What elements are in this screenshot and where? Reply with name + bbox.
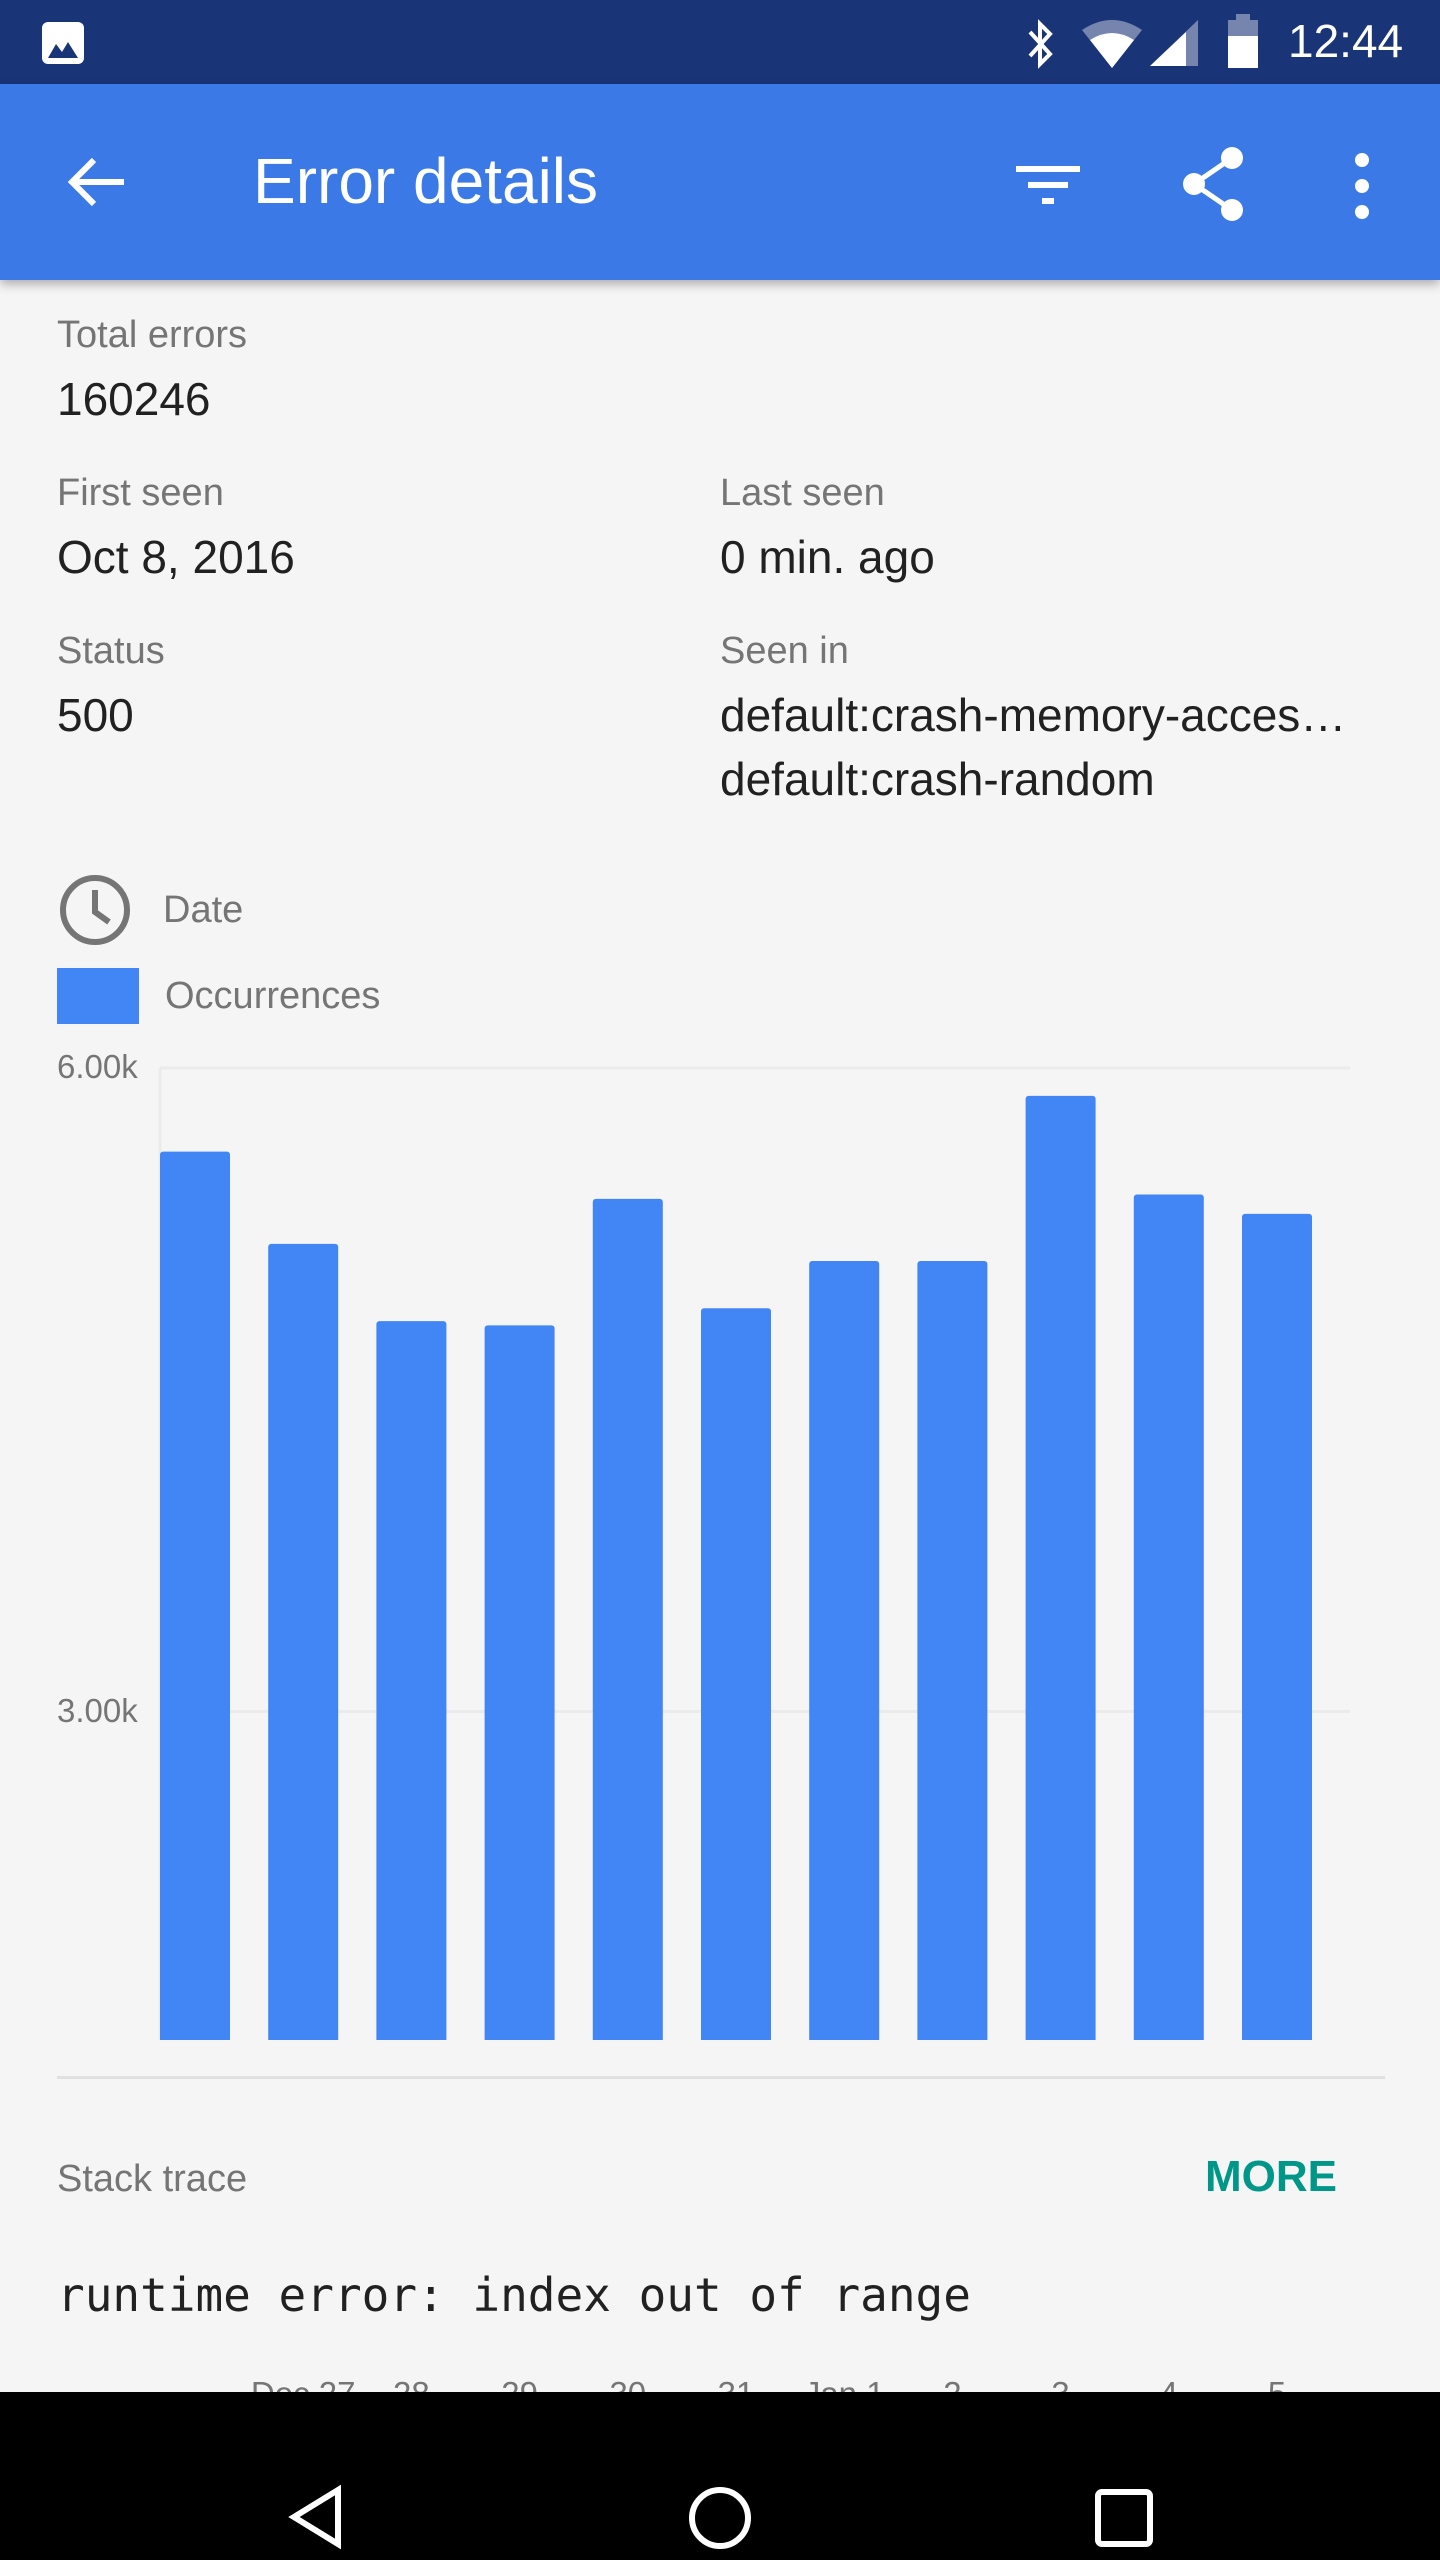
first-seen-value: Oct 8, 2016 (57, 531, 295, 583)
y-tick-label: 6.00k (57, 1048, 138, 1085)
bar (592, 1198, 663, 2040)
clock: 12:44 (1288, 15, 1404, 67)
page-title: Error details (253, 145, 598, 217)
seen-in-value: default:crash-random (720, 753, 1155, 805)
home-nav-icon[interactable] (686, 2484, 754, 2552)
stack-trace-text: runtime error: index out of range (57, 2268, 971, 2322)
clock-icon (60, 875, 130, 945)
bar (160, 1151, 230, 2040)
navigation-bar (0, 2392, 1440, 2560)
total-errors-label: Total errors (57, 314, 248, 356)
bar (809, 1261, 880, 2040)
bar (484, 1325, 555, 2040)
bar (268, 1243, 339, 2040)
total-errors-value: 160246 (57, 373, 211, 425)
filter-icon[interactable] (1012, 160, 1084, 210)
legend-swatch (57, 968, 139, 1024)
y-tick-label: 3.00k (57, 1691, 138, 1729)
image-icon (42, 22, 84, 64)
last-seen-value: 0 min. ago (720, 531, 935, 583)
bluetooth-icon (1028, 19, 1053, 69)
divider (57, 2076, 1385, 2079)
more-vert-icon[interactable] (1350, 150, 1374, 224)
recents-nav-icon[interactable] (1094, 2488, 1154, 2548)
app-bar: Error details (0, 84, 1440, 280)
wifi-icon (1082, 20, 1142, 68)
date-selector[interactable]: Date (57, 872, 243, 948)
bar (376, 1321, 447, 2040)
bar (917, 1261, 988, 2040)
share-icon[interactable] (1180, 144, 1252, 224)
bar (1242, 1213, 1312, 2040)
seen-in-label: Seen in (720, 630, 849, 672)
battery-icon (1228, 14, 1258, 68)
legend-label: Occurrences (165, 974, 381, 1017)
chart-plot (158, 1066, 1350, 2040)
back-arrow-icon[interactable] (64, 154, 128, 210)
status-bar: 12:44 (0, 0, 1440, 84)
date-label: Date (163, 888, 244, 931)
last-seen-label: Last seen (720, 472, 885, 514)
bar (701, 1308, 771, 2040)
back-nav-icon[interactable] (286, 2484, 346, 2550)
status-label: Status (57, 630, 165, 672)
seen-in-value: default:crash-memory-acces… (720, 689, 1347, 741)
bar (1025, 1095, 1096, 2040)
stack-trace-label: Stack trace (57, 2158, 248, 2200)
signal-icon (1150, 20, 1198, 66)
bar (1133, 1194, 1204, 2040)
more-button[interactable]: MORE (1205, 2152, 1337, 2201)
legend-item: Occurrences (57, 968, 380, 1024)
first-seen-label: First seen (57, 472, 224, 514)
status-value: 500 (57, 689, 134, 741)
